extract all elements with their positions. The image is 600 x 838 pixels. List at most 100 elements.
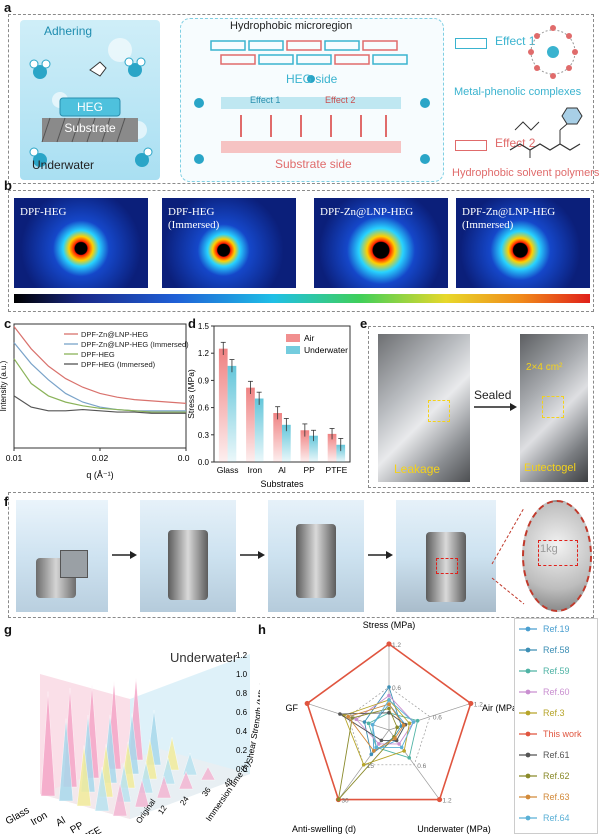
chart-c-legend-label-2: DPF-HEG [81, 350, 115, 359]
beaker-photo-3 [268, 500, 364, 612]
chart-h-point-8-1 [401, 723, 406, 728]
radar-legend-label-6: Ref.61 [543, 750, 570, 760]
chart-h-point-9-1 [411, 720, 416, 724]
effect2-legend-swatch [455, 140, 487, 151]
saxs-pattern-1 [14, 198, 148, 288]
chart-h-point-8-2 [393, 736, 397, 741]
chart-g-ztick-label-6: 1.2 [236, 651, 248, 660]
sealed-region-box [542, 396, 564, 418]
panel-label-a: a [4, 0, 12, 15]
saxs-pattern-2 [162, 198, 296, 288]
heg-block-label: HEG [76, 100, 103, 114]
panel-label-f: f [4, 494, 9, 509]
radar-legend-label-7: Ref.62 [543, 771, 570, 781]
chart-d-bar-air-al [273, 413, 282, 462]
effect2-inner-label: Effect 2 [325, 95, 356, 105]
saxs-label-3: DPF-Zn@LNP-HEG [320, 206, 414, 218]
chart-d-xlabel: Substrates [260, 479, 304, 489]
chart-h-axis-tick-4-0: 3 [351, 715, 355, 722]
chart-g-ztick-label-2: 0.4 [236, 727, 248, 736]
chart-c-series-line-3 [13, 395, 186, 414]
hydrophobic-microregion-label: Hydrophobic microregion [230, 20, 353, 32]
chart-h-series-6 [338, 712, 406, 741]
radar-legend-label-1: Ref.58 [543, 645, 570, 655]
interface-mechanism-graphic [194, 40, 430, 164]
radar-legend: Ref.19 Ref.58 Ref.59 Ref.60 Ref.3 This work Re… [514, 618, 598, 834]
chart-d-ytick-label-4: 1.2 [198, 349, 210, 358]
water-molecules-graphic [29, 38, 153, 167]
shear-strength-3d-chart: GlassIronAlPPPTFEOriginal122436480.00.20… [4, 650, 260, 834]
radar-legend-marker-1 [525, 647, 531, 653]
chart-g-category-label-3: PP [68, 820, 85, 834]
chart-h-point-8-3 [372, 749, 376, 753]
chart-h-axis-label-1: Air (MPa) [482, 703, 514, 713]
chart-h-point-7-4 [350, 716, 354, 720]
legend-effect2-label: Effect 2 [495, 136, 536, 150]
chart-h-point-6-4 [338, 712, 342, 716]
chart-h-series-4 [343, 699, 410, 766]
heg-side-label: HEG side [286, 72, 338, 86]
saxs-label-4: DPF-Zn@LNP-HEG (Immersed) [462, 206, 555, 232]
chart-g-cone-3-4 [182, 752, 198, 776]
chart-h-axis-tick-0-1: 1.2 [392, 642, 401, 649]
radar-legend-label-0: Ref.19 [543, 624, 570, 634]
beaker-photo-1 [16, 500, 108, 612]
chart-d-ytick-label-0: 0.0 [198, 458, 210, 467]
chart-d-ytick-label-3: 0.9 [198, 376, 210, 385]
chart-h-series-8 [347, 703, 405, 752]
chart-h-axis-label-2: Underwater (MPa) [417, 824, 491, 834]
sealed-label: Sealed [474, 388, 512, 402]
chart-g-ztick-label-5: 1.0 [236, 670, 248, 679]
underwater-adhesion-illustration [20, 20, 160, 180]
process-arrow-3 [368, 551, 393, 559]
metal-phenolic-label: Metal-phenolic complexes [454, 86, 582, 98]
chart-d-ytick-label-2: 0.6 [198, 404, 210, 413]
chart-d-bar-underwater-iron [254, 398, 264, 462]
saxs-label-2-name: DPF-HEG [168, 206, 215, 218]
radar-legend-marker-2 [525, 668, 531, 674]
saxs-label-2-sub: (Immersed) [168, 219, 220, 231]
chart-h-point-9-0 [387, 698, 391, 702]
chart-g-cone-3-0 [94, 766, 110, 812]
chart-d-bar-underwater-pp [309, 435, 318, 462]
saxs-label-4-sub: (Immersed) [462, 219, 514, 231]
saxs-label-4-name: DPF-Zn@LNP-HEG [462, 206, 556, 218]
chart-h-point-7-0 [387, 706, 391, 711]
chart-g-category-label-0: Glass [4, 805, 32, 827]
radar-legend-label-8: Ref.63 [543, 792, 570, 802]
eutectogel-label: Eutectogel [524, 462, 576, 474]
radar-legend-marker-7 [525, 773, 531, 779]
chart-h-axis-tick-3-1: 30 [341, 798, 349, 805]
chart-g-ztick-label-0: 0.0 [236, 765, 248, 774]
chart-h-point-2-2 [407, 756, 412, 760]
panel-f-frame [8, 492, 594, 618]
panel-e-frame [368, 326, 594, 488]
chart-g-cone-1-0 [58, 718, 74, 802]
chart-d-bar-underwater-ptfe [336, 444, 346, 462]
chart-h-point-9-3 [374, 745, 379, 750]
chart-g-category-label-2: Al [54, 815, 67, 829]
chart-h-axis-label-0: Stress (MPa) [363, 620, 416, 630]
process-arrow-2 [240, 551, 265, 559]
chart-h-axis-tick-2-1: 1.2 [443, 798, 452, 805]
chart-d-legend-label-0: Air [304, 333, 315, 343]
chart-g-cone-2-0 [76, 745, 92, 807]
chart-g-cone-4-1 [134, 779, 150, 808]
chart-d-xtick-label-3: PP [304, 465, 316, 475]
chart-d-ytick-label-5: 1.5 [198, 322, 210, 331]
chart-h-point-5-0 [386, 641, 392, 647]
stress-bar-chart: Glass Iron Al PP PTFE 0.0 0.3 0.6 0.9 1.2 1.5 Air U… [186, 322, 351, 489]
chart-g-cone-0-0 [40, 691, 56, 797]
panel-label-d: d [188, 316, 196, 331]
chart-d-bar-underwater-al [282, 424, 291, 462]
panel-a-frame [8, 14, 594, 184]
chart-d-bar-air-ptfe [327, 433, 337, 462]
chart-c-xlabel: q (Å⁻¹) [86, 470, 113, 480]
adhering-label: Adhering [44, 24, 93, 38]
chart-d-xtick-label-1: Iron [247, 465, 262, 475]
area-label: 2×4 cm² [526, 362, 563, 373]
interface-mechanism-box [180, 18, 444, 182]
substrate-block-label: Substrate [64, 121, 116, 135]
chart-c-series-line-1 [13, 342, 186, 412]
